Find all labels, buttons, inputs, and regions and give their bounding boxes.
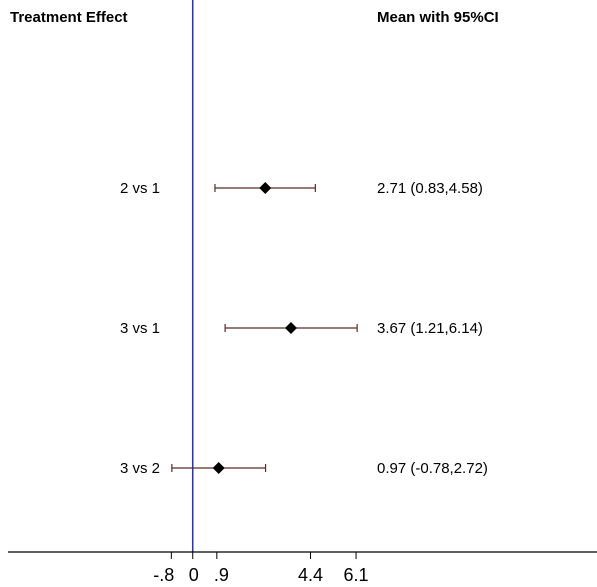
x-tick-label: .9 xyxy=(214,565,229,585)
row-label: 2 vs 1 xyxy=(120,180,160,197)
row-ci-text: 0.97 (-0.78,2.72) xyxy=(377,460,488,477)
x-axis-ticks: -.8 0 .9 4.4 6.1 xyxy=(153,552,369,585)
forest-rows: 2 vs 1 2.71 (0.83,4.58) 3 vs 1 3.67 (1.21,6… xyxy=(120,180,488,477)
header-mean-ci: Mean with 95%CI xyxy=(377,9,499,26)
row-label: 3 vs 2 xyxy=(120,460,160,477)
row-ci-text: 2.71 (0.83,4.58) xyxy=(377,180,483,197)
header-treatment-effect: Treatment Effect xyxy=(10,9,128,26)
x-tick-label: 6.1 xyxy=(344,565,369,585)
mean-marker xyxy=(284,322,297,334)
x-tick-label: -.8 xyxy=(153,565,174,585)
mean-marker xyxy=(259,182,272,194)
row-label: 3 vs 1 xyxy=(120,320,160,337)
row-ci-text: 3.67 (1.21,6.14) xyxy=(377,320,483,337)
mean-marker xyxy=(212,462,225,474)
x-tick-label: 0 xyxy=(189,565,199,585)
forest-row: 2 vs 1 2.71 (0.83,4.58) xyxy=(120,180,483,197)
forest-row: 3 vs 1 3.67 (1.21,6.14) xyxy=(120,320,483,337)
x-tick-label: 4.4 xyxy=(298,565,323,585)
forest-row: 3 vs 2 0.97 (-0.78,2.72) xyxy=(120,460,488,477)
